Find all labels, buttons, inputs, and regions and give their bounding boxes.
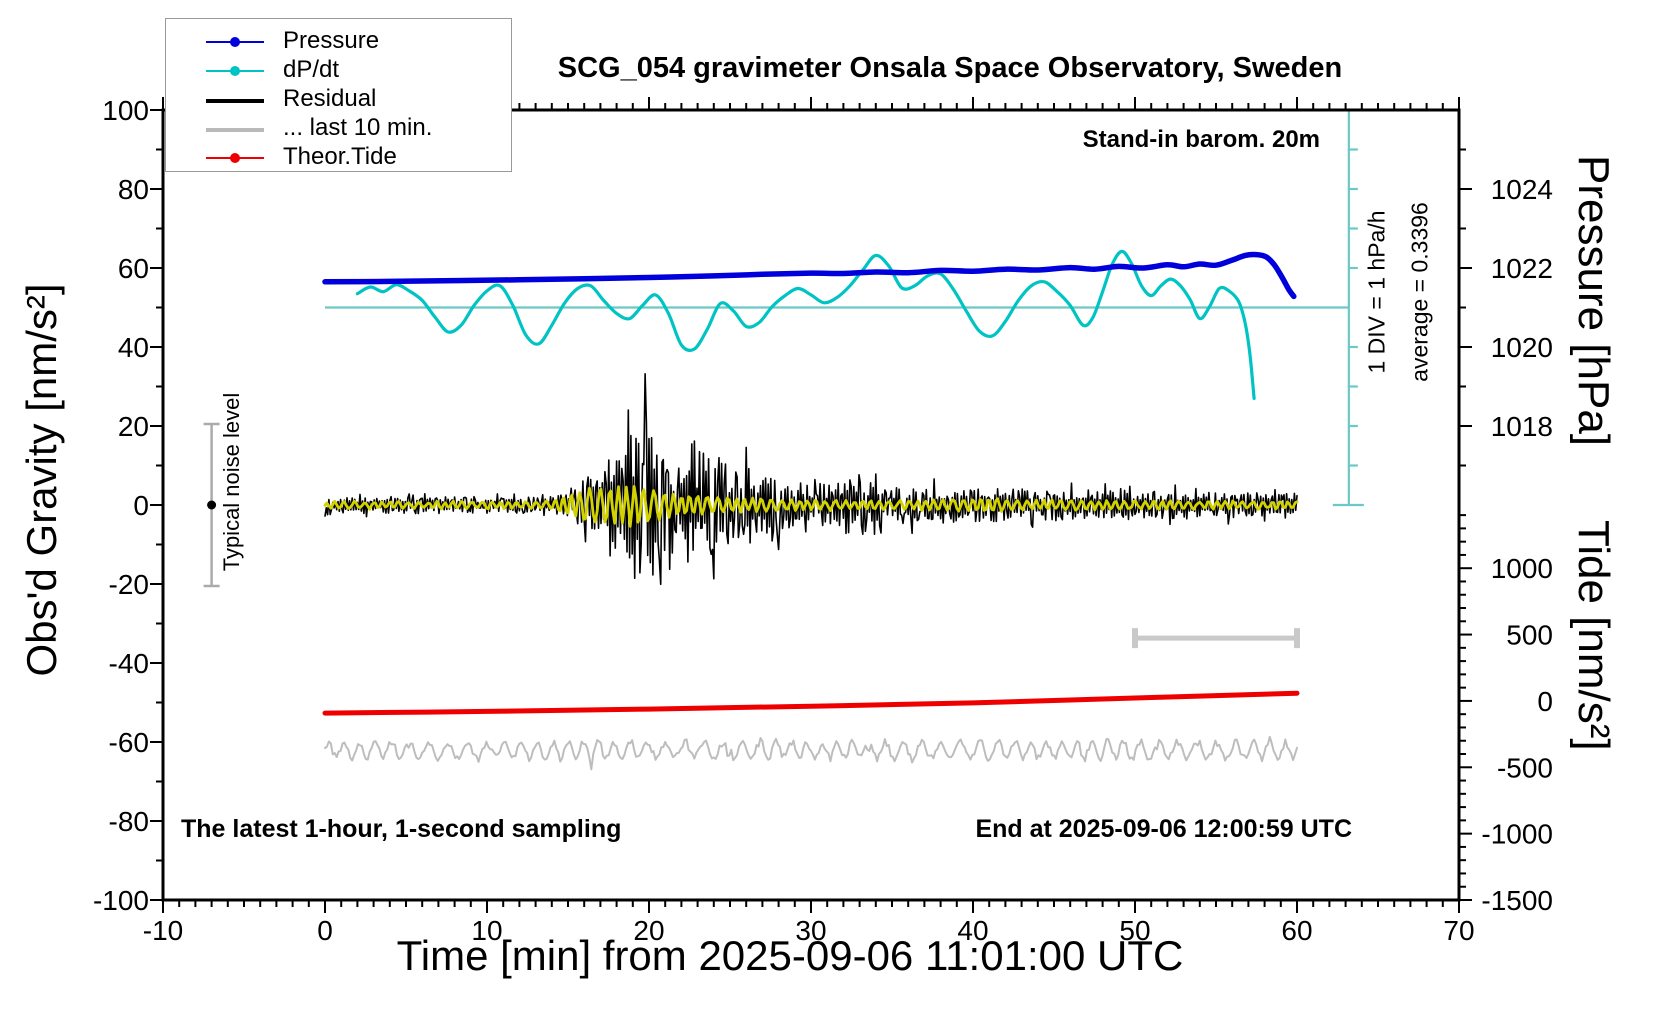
x-tick-label: 70 [1443, 915, 1474, 946]
tide-tick-label: 0 [1537, 686, 1553, 717]
legend-item-theor-tide: Theor.Tide [166, 142, 511, 172]
x-tick-label: 50 [1119, 915, 1150, 946]
legend-item-dpdt: dP/dt [166, 55, 511, 85]
theor-tide-line [322, 690, 1300, 716]
sampling-note: The latest 1-hour, 1-second sampling [181, 815, 622, 843]
pressure-tick-label: 1018 [1491, 411, 1553, 442]
gravity-tick-label: 20 [118, 411, 149, 442]
residual-trace [324, 373, 1298, 586]
tide-tick-label: 500 [1506, 620, 1553, 651]
pressure-line [322, 251, 1297, 300]
noise-level-dot [207, 500, 217, 510]
y-axis-title-pressure: Pressure [hPa] [1569, 155, 1618, 447]
pressure-tick-label: 1020 [1491, 332, 1553, 363]
gravity-tick-label: 40 [118, 332, 149, 363]
last10min-trace [324, 735, 1298, 771]
gravity-tick-label: 80 [118, 174, 149, 205]
x-tick-label: 10 [471, 915, 502, 946]
gravity-tick-label: -60 [109, 727, 149, 758]
gravity-tick-label: 100 [102, 95, 149, 126]
tide-tick-label: -1000 [1481, 819, 1553, 850]
typical-noise-label: Typical noise level [219, 392, 244, 572]
barometer-note: Stand-in barom. 20m [1082, 126, 1320, 153]
x-axis-title: Time [min] from 2025-09-06 11:01:00 UTC [396, 932, 1184, 979]
tide-tick-label: 1000 [1491, 553, 1553, 584]
x-tick-label: -10 [143, 915, 183, 946]
tide-tick-label: -500 [1497, 752, 1553, 783]
plot-frame [161, 108, 1461, 902]
div-scale-note: 1 DIV = 1 hPa/h [1363, 210, 1390, 374]
y-axis-title-gravity: Obs'd Gravity [nm/s²] [18, 283, 65, 677]
gravity-tick-label: 0 [133, 490, 149, 521]
x-tick-label: 60 [1281, 915, 1312, 946]
legend: Pressure dP/dt Residual ... last 10 min.… [165, 18, 512, 172]
gravity-tick-label: 60 [118, 253, 149, 284]
pressure-tick-label: 1024 [1491, 174, 1553, 205]
legend-item-residual: Residual [166, 84, 511, 114]
x-tick-label: 0 [317, 915, 333, 946]
end-time-note: End at 2025-09-06 12:00:59 UTC [975, 815, 1352, 843]
average-note: average = 0.3396 [1406, 202, 1433, 382]
gravity-tick-label: -40 [109, 648, 149, 679]
pressure-tick-label: 1022 [1491, 253, 1553, 284]
dpdt-line [355, 249, 1256, 400]
gravity-tick-label: -80 [109, 806, 149, 837]
x-tick-label: 40 [957, 915, 988, 946]
x-tick-label: 20 [633, 915, 664, 946]
gravity-tick-label: -100 [93, 885, 149, 916]
legend-item-last10min: ... last 10 min. [166, 113, 511, 143]
residual-smooth-trace [323, 485, 1299, 528]
chart-title: SCG_054 gravimeter Onsala Space Observat… [557, 52, 1343, 84]
y-axis-title-tide: Tide [nm/s²] [1569, 520, 1618, 751]
gravity-tick-label: -20 [109, 569, 149, 600]
x-tick-label: 30 [795, 915, 826, 946]
tide-tick-label: -1500 [1481, 885, 1553, 916]
legend-item-pressure: Pressure [166, 26, 511, 56]
